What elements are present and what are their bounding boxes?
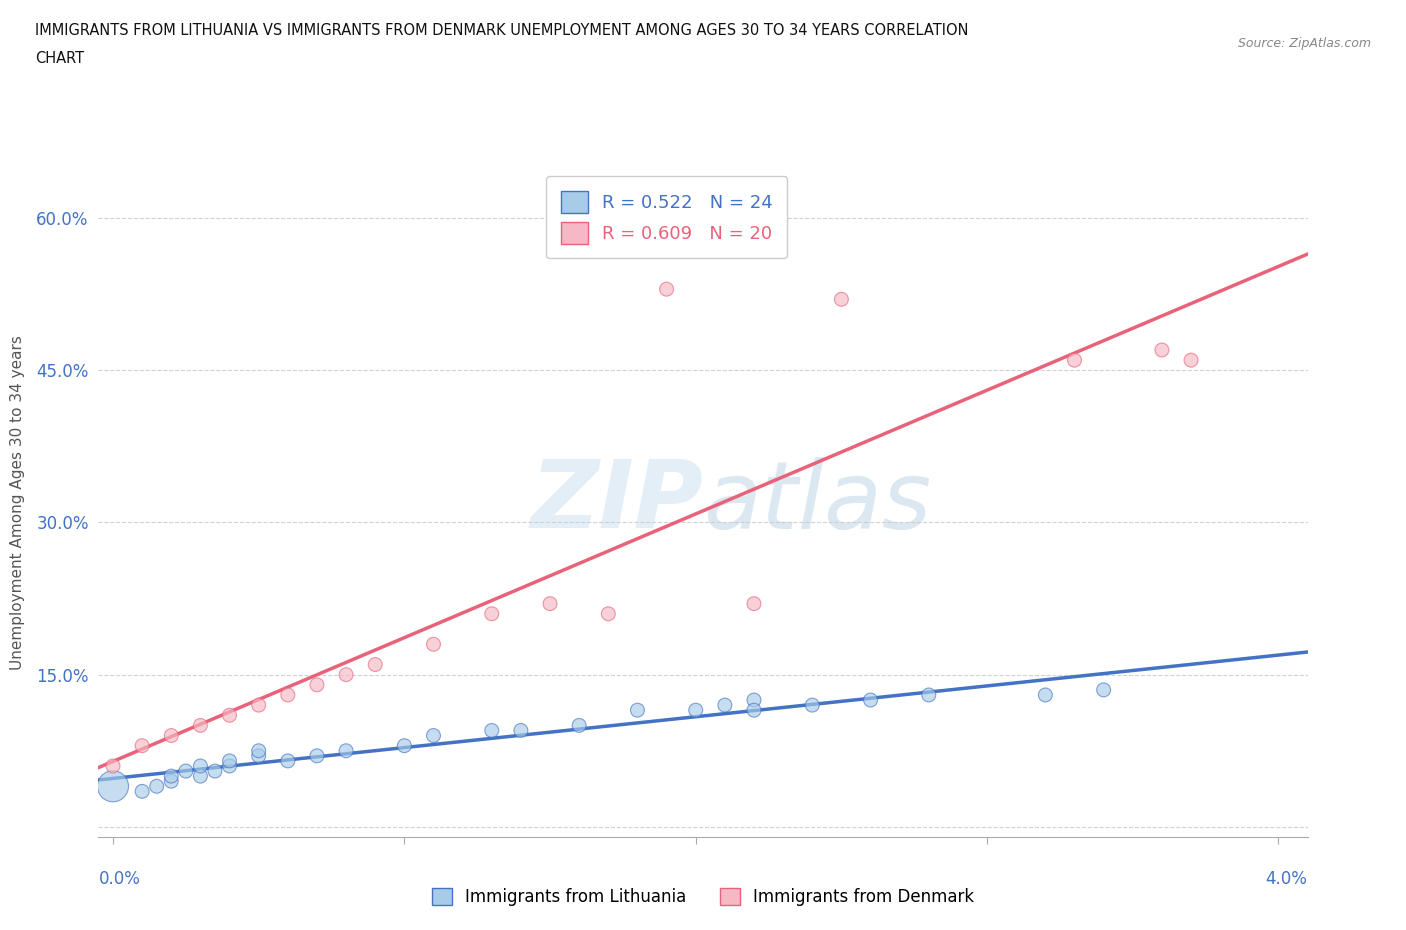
Point	[626, 703, 648, 718]
Point	[160, 774, 183, 789]
Point	[685, 703, 707, 718]
Point	[481, 606, 503, 621]
Text: CHART: CHART	[35, 51, 84, 66]
Point	[160, 769, 183, 784]
Point	[218, 753, 240, 768]
Point	[538, 596, 561, 611]
Legend: R = 0.522   N = 24, R = 0.609   N = 20: R = 0.522 N = 24, R = 0.609 N = 20	[546, 177, 787, 259]
Point	[190, 759, 212, 774]
Point	[160, 728, 183, 743]
Point	[598, 606, 620, 621]
Text: 4.0%: 4.0%	[1265, 870, 1308, 887]
Point	[742, 596, 765, 611]
Point	[218, 759, 240, 774]
Point	[509, 723, 531, 737]
Point	[305, 677, 328, 692]
Point	[1063, 352, 1085, 367]
Point	[859, 693, 882, 708]
Point	[131, 738, 153, 753]
Point	[1092, 683, 1115, 698]
Point	[305, 749, 328, 764]
Point	[247, 743, 270, 758]
Point	[277, 687, 299, 702]
Point	[742, 703, 765, 718]
Point	[1180, 352, 1202, 367]
Point	[335, 743, 357, 758]
Point	[174, 764, 197, 778]
Point	[422, 728, 444, 743]
Point	[190, 718, 212, 733]
Point	[101, 778, 124, 793]
Point	[277, 753, 299, 768]
Point	[101, 759, 124, 774]
Point	[481, 723, 503, 737]
Y-axis label: Unemployment Among Ages 30 to 34 years: Unemployment Among Ages 30 to 34 years	[10, 335, 25, 670]
Text: Source: ZipAtlas.com: Source: ZipAtlas.com	[1237, 37, 1371, 50]
Point	[190, 769, 212, 784]
Point	[742, 693, 765, 708]
Point	[1150, 342, 1173, 357]
Text: IMMIGRANTS FROM LITHUANIA VS IMMIGRANTS FROM DENMARK UNEMPLOYMENT AMONG AGES 30 : IMMIGRANTS FROM LITHUANIA VS IMMIGRANTS …	[35, 23, 969, 38]
Point	[422, 637, 444, 652]
Point	[830, 292, 852, 307]
Point	[204, 764, 226, 778]
Point	[1033, 687, 1056, 702]
Point	[145, 778, 167, 793]
Text: atlas: atlas	[703, 457, 931, 548]
Text: 0.0%: 0.0%	[98, 870, 141, 887]
Text: ZIP: ZIP	[530, 457, 703, 548]
Legend: Immigrants from Lithuania, Immigrants from Denmark: Immigrants from Lithuania, Immigrants fr…	[425, 881, 981, 912]
Point	[568, 718, 591, 733]
Point	[335, 667, 357, 682]
Point	[218, 708, 240, 723]
Point	[655, 282, 678, 297]
Point	[364, 658, 387, 672]
Point	[394, 738, 416, 753]
Point	[918, 687, 941, 702]
Point	[247, 698, 270, 712]
Point	[131, 784, 153, 799]
Point	[714, 698, 737, 712]
Point	[247, 749, 270, 764]
Point	[801, 698, 824, 712]
